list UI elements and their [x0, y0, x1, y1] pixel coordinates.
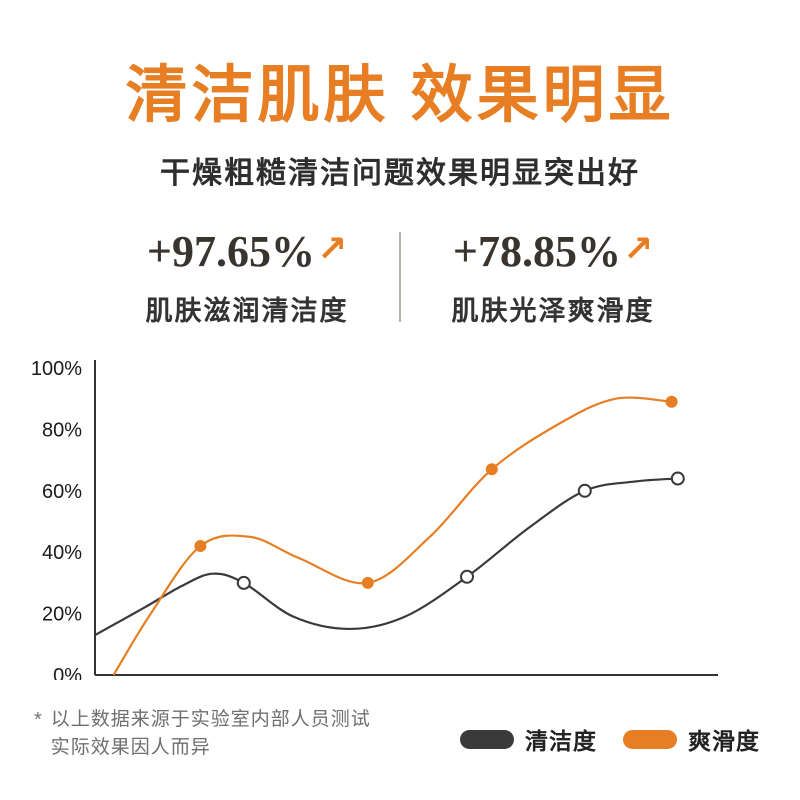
footnote-line2: 实际效果因人而异 — [50, 737, 211, 758]
stat-cleanliness-label: 肌肤滋润清洁度 — [145, 296, 349, 326]
footnote-text: 以上数据来源于实验室内部人员测试 实际效果因人而异 — [51, 706, 371, 762]
stats-row: +97.65%↗ 肌肤滋润清洁度 +78.85%↗ 肌肤光泽爽滑度 — [0, 226, 800, 328]
legend-swatch-dark — [460, 729, 514, 749]
data-point-marker — [485, 463, 498, 476]
data-point-marker — [665, 395, 678, 408]
stat-smoothness-label: 肌肤光泽爽滑度 — [451, 296, 655, 326]
data-point-marker — [236, 575, 251, 590]
data-point-marker — [577, 483, 592, 498]
up-trend-arrow-icon: ↗ — [316, 229, 348, 270]
stat-cleanliness: +97.65%↗ 肌肤滋润清洁度 — [101, 226, 393, 328]
page-title: 清洁肌肤 效果明显 — [125, 61, 675, 130]
stat-cleanliness-value: +97.65%↗ — [101, 226, 393, 281]
y-tick-label: 0% — [53, 665, 82, 680]
legend-label-smoothness: 爽滑度 — [688, 728, 760, 754]
stat-smoothness-number: +78.85% — [452, 227, 621, 276]
footnote-line1: 以上数据来源于实验室内部人员测试 — [50, 709, 371, 730]
data-point-marker — [670, 471, 685, 486]
legend-item-cleanliness: 清洁度 — [460, 722, 597, 756]
stats-divider — [399, 232, 401, 322]
data-point-marker — [460, 569, 474, 584]
y-tick-label: 60% — [42, 481, 82, 503]
asterisk-icon: * — [34, 709, 43, 731]
legend-label-cleanliness: 清洁度 — [525, 728, 597, 754]
footnote: * 以上数据来源于实验室内部人员测试 实际效果因人而异 — [34, 706, 371, 762]
data-point-marker — [194, 540, 207, 553]
y-tick-label: 80% — [42, 419, 82, 441]
legend-swatch-orange — [623, 729, 677, 749]
line-chart-container: 0% 20% 40% 60% 80% 100% — [28, 350, 728, 687]
legend-item-smoothness: 爽滑度 — [623, 722, 760, 756]
stat-smoothness-value: +78.85%↗ — [407, 226, 699, 281]
series-line-爽滑度 — [112, 396, 672, 676]
stat-smoothness: +78.85%↗ 肌肤光泽爽滑度 — [407, 226, 699, 328]
page-subtitle: 干燥粗糙清洁问题效果明显突出好 — [160, 157, 640, 190]
line-chart: 0% 20% 40% 60% 80% 100% — [31, 358, 718, 687]
y-tick-label: 20% — [42, 604, 82, 626]
stat-cleanliness-number: +97.65% — [146, 227, 315, 276]
chart-legend: 清洁度 爽滑度 — [460, 722, 760, 756]
y-tick-label: 40% — [42, 542, 82, 564]
up-trend-arrow-icon: ↗ — [622, 229, 654, 270]
series-line-清洁度 — [94, 477, 678, 637]
y-tick-label: 100% — [31, 358, 82, 380]
data-point-marker — [361, 576, 374, 589]
